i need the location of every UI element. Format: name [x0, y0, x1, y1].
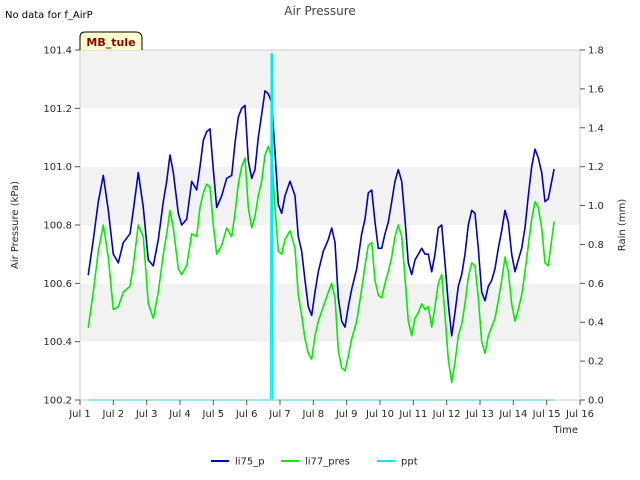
site-badge: MB_tule — [79, 31, 143, 50]
x-tick-label: Jul 9 — [335, 409, 358, 420]
y2-tick-label: 1.0 — [588, 201, 604, 212]
x-tick-label: Jul 11 — [398, 409, 427, 420]
plot-band — [80, 166, 580, 225]
plot-band — [80, 341, 580, 400]
y2-tick-label: 0.4 — [588, 318, 604, 329]
site-badge-label: MB_tule — [86, 36, 135, 49]
y-tick-label: 100.6 — [43, 279, 72, 290]
x-axis-title: Time — [553, 425, 578, 436]
y-tick-label: 100.8 — [43, 221, 72, 232]
y2-tick-label: 1.8 — [588, 46, 604, 57]
x-tick-label: Jul 2 — [102, 409, 125, 420]
y2-tick-label: 0.0 — [588, 396, 604, 407]
y2-tick-label: 0.6 — [588, 279, 604, 290]
y2-tick-label: 0.8 — [588, 240, 604, 251]
x-tick-label: Jul 14 — [498, 409, 527, 420]
chart-title: Air Pressure — [284, 4, 356, 18]
x-tick-label: Jul 4 — [168, 409, 191, 420]
x-tick-label: Jul 6 — [235, 409, 258, 420]
y2-tick-label: 0.2 — [588, 357, 604, 368]
site-badge-box — [79, 31, 143, 50]
y2-tick-label: 1.6 — [588, 84, 604, 95]
x-tick-label: Jul 8 — [302, 409, 325, 420]
x-tick-label: Jul 1 — [68, 409, 91, 420]
x-tick-label: Jul 15 — [532, 409, 561, 420]
legend-label: ppt — [401, 457, 418, 468]
plot-band — [80, 50, 580, 109]
y-axis-title: Air Pressure (kPa) — [10, 181, 21, 269]
x-axis: Jul 1 Jul 2 Jul 3 Jul 4 Jul 5 Jul 6 Jul 7 Jul 8… — [68, 400, 594, 420]
x-tick-label: Jul 10 — [365, 409, 394, 420]
plot-band — [80, 108, 580, 167]
y2-axis: 0.0 0.2 0.4 0.6 0.8 1.0 1.2 1.4 1.6 1.8 — [580, 46, 604, 407]
x-tick-label: Jul 16 — [565, 409, 594, 420]
y-tick-label: 100.4 — [43, 337, 72, 348]
x-tick-label: Jul 5 — [202, 409, 225, 420]
y-tick-label: 101.4 — [43, 46, 72, 57]
y2-tick-label: 1.2 — [588, 162, 604, 173]
y2-tick-label: 1.4 — [588, 123, 604, 134]
y-tick-label: 101.0 — [43, 162, 72, 173]
y-axis: 100.2 100.4 100.6 100.8 101.0 101.2 101.4 — [43, 46, 80, 407]
legend-label: li75_p — [235, 457, 265, 468]
x-tick-label: Jul 3 — [135, 409, 158, 420]
x-tick-label: Jul 13 — [465, 409, 494, 420]
no-data-note: No data for f_AirP — [5, 10, 93, 21]
series-line-li77-pres — [87, 145, 555, 384]
legend-label: li77_pres — [305, 457, 350, 468]
y2-axis-title: Rain (mm) — [617, 199, 628, 252]
legend: li75_p li77_pres ppt — [211, 457, 418, 468]
series-line-li75-p — [87, 90, 555, 337]
x-tick-label: Jul 12 — [432, 409, 461, 420]
plot-background-bands — [80, 50, 580, 400]
x-tick-label: Jul 7 — [268, 409, 291, 420]
y-tick-label: 100.2 — [43, 396, 72, 407]
y-tick-label: 101.2 — [43, 104, 72, 115]
